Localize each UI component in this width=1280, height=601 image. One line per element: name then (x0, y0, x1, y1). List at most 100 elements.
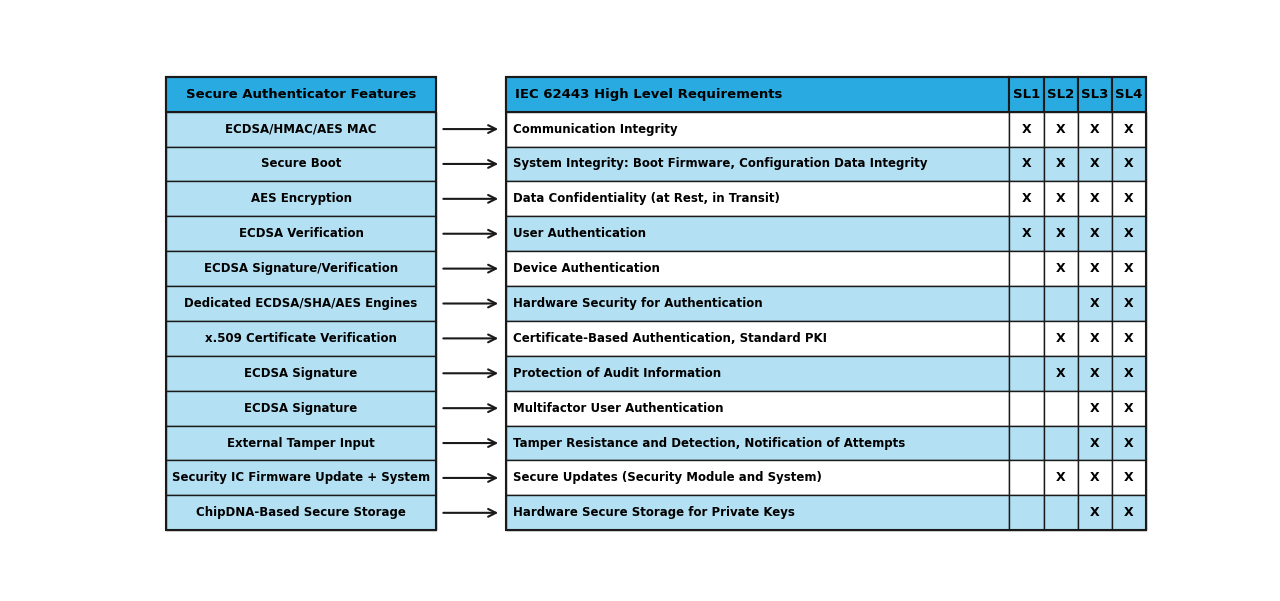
Text: SL1: SL1 (1012, 88, 1041, 101)
Bar (1112, 321, 1146, 356)
Text: External Tamper Input: External Tamper Input (227, 436, 375, 450)
Text: X: X (1124, 192, 1134, 206)
Text: X: X (1056, 332, 1065, 345)
Bar (166, 216, 436, 251)
Text: X: X (1089, 332, 1100, 345)
Bar (1043, 460, 1078, 495)
Text: ECDSA Signature/Verification: ECDSA Signature/Verification (204, 262, 398, 275)
Text: SL4: SL4 (1115, 88, 1143, 101)
Bar (166, 112, 436, 147)
Bar (1010, 182, 1043, 216)
Bar (1078, 147, 1112, 182)
Text: X: X (1089, 297, 1100, 310)
Bar (1010, 356, 1043, 391)
Text: X: X (1124, 157, 1134, 171)
Bar (506, 426, 1010, 460)
Text: Secure Boot: Secure Boot (261, 157, 342, 171)
Text: ChipDNA-Based Secure Storage: ChipDNA-Based Secure Storage (196, 506, 406, 519)
Bar (166, 147, 436, 182)
Text: X: X (1124, 367, 1134, 380)
Text: Tamper Resistance and Detection, Notification of Attempts: Tamper Resistance and Detection, Notific… (513, 436, 906, 450)
Bar (1078, 182, 1112, 216)
Bar (1112, 356, 1146, 391)
Bar (1010, 147, 1043, 182)
Bar (166, 251, 436, 286)
Text: x.509 Certificate Verification: x.509 Certificate Verification (205, 332, 397, 345)
Text: IEC 62443 High Level Requirements: IEC 62443 High Level Requirements (515, 88, 782, 101)
Text: SL3: SL3 (1082, 88, 1108, 101)
Text: Certificate-Based Authentication, Standard PKI: Certificate-Based Authentication, Standa… (513, 332, 827, 345)
Bar (166, 495, 436, 530)
Text: X: X (1089, 192, 1100, 206)
Text: X: X (1089, 436, 1100, 450)
Bar (1112, 147, 1146, 182)
Bar (1010, 391, 1043, 426)
Bar (506, 251, 1010, 286)
Text: X: X (1056, 471, 1065, 484)
Text: ECDSA Signature: ECDSA Signature (244, 367, 357, 380)
Text: Communication Integrity: Communication Integrity (513, 123, 678, 136)
Text: Secure Updates (Security Module and System): Secure Updates (Security Module and Syst… (513, 471, 822, 484)
Bar (1010, 251, 1043, 286)
Bar (506, 77, 1146, 530)
Text: Protection of Audit Information: Protection of Audit Information (513, 367, 722, 380)
Bar (1078, 216, 1112, 251)
Bar (1078, 391, 1112, 426)
Bar (166, 286, 436, 321)
Text: X: X (1089, 401, 1100, 415)
Bar (506, 182, 1010, 216)
Text: X: X (1124, 506, 1134, 519)
Text: Device Authentication: Device Authentication (513, 262, 660, 275)
Text: X: X (1124, 227, 1134, 240)
Text: X: X (1021, 157, 1032, 171)
Text: Security IC Firmware Update + System: Security IC Firmware Update + System (172, 471, 430, 484)
Bar (506, 321, 1010, 356)
Bar (1010, 321, 1043, 356)
Bar (1112, 460, 1146, 495)
Bar (1112, 182, 1146, 216)
Bar (1043, 495, 1078, 530)
Bar (1010, 460, 1043, 495)
Text: User Authentication: User Authentication (513, 227, 646, 240)
Bar (506, 147, 1010, 182)
Text: X: X (1021, 227, 1032, 240)
Text: X: X (1124, 123, 1134, 136)
Text: SL2: SL2 (1047, 88, 1074, 101)
Text: X: X (1089, 471, 1100, 484)
Text: X: X (1089, 123, 1100, 136)
Text: Secure Authenticator Features: Secure Authenticator Features (186, 88, 416, 101)
Text: X: X (1056, 262, 1065, 275)
Bar (1043, 426, 1078, 460)
Text: System Integrity: Boot Firmware, Configuration Data Integrity: System Integrity: Boot Firmware, Configu… (513, 157, 928, 171)
Bar (506, 460, 1010, 495)
Bar (1112, 495, 1146, 530)
Bar (1043, 216, 1078, 251)
Text: ECDSA Signature: ECDSA Signature (244, 401, 357, 415)
Text: X: X (1089, 227, 1100, 240)
Bar (166, 391, 436, 426)
Text: Hardware Secure Storage for Private Keys: Hardware Secure Storage for Private Keys (513, 506, 795, 519)
Bar (1010, 286, 1043, 321)
Text: Hardware Security for Authentication: Hardware Security for Authentication (513, 297, 763, 310)
Bar (166, 182, 436, 216)
Bar (1043, 112, 1078, 147)
Bar (1043, 147, 1078, 182)
Text: ECDSA Verification: ECDSA Verification (238, 227, 364, 240)
Bar (1010, 77, 1043, 112)
Text: X: X (1089, 506, 1100, 519)
Bar (1043, 182, 1078, 216)
Text: X: X (1089, 262, 1100, 275)
Text: X: X (1021, 123, 1032, 136)
Bar (166, 321, 436, 356)
Bar (1112, 216, 1146, 251)
Bar (166, 356, 436, 391)
Bar (1078, 112, 1112, 147)
Bar (1010, 426, 1043, 460)
Bar (1010, 112, 1043, 147)
Bar (1078, 321, 1112, 356)
Text: X: X (1124, 297, 1134, 310)
Text: X: X (1056, 157, 1065, 171)
Text: X: X (1124, 401, 1134, 415)
Text: Data Confidentiality (at Rest, in Transit): Data Confidentiality (at Rest, in Transi… (513, 192, 781, 206)
Bar (1078, 460, 1112, 495)
